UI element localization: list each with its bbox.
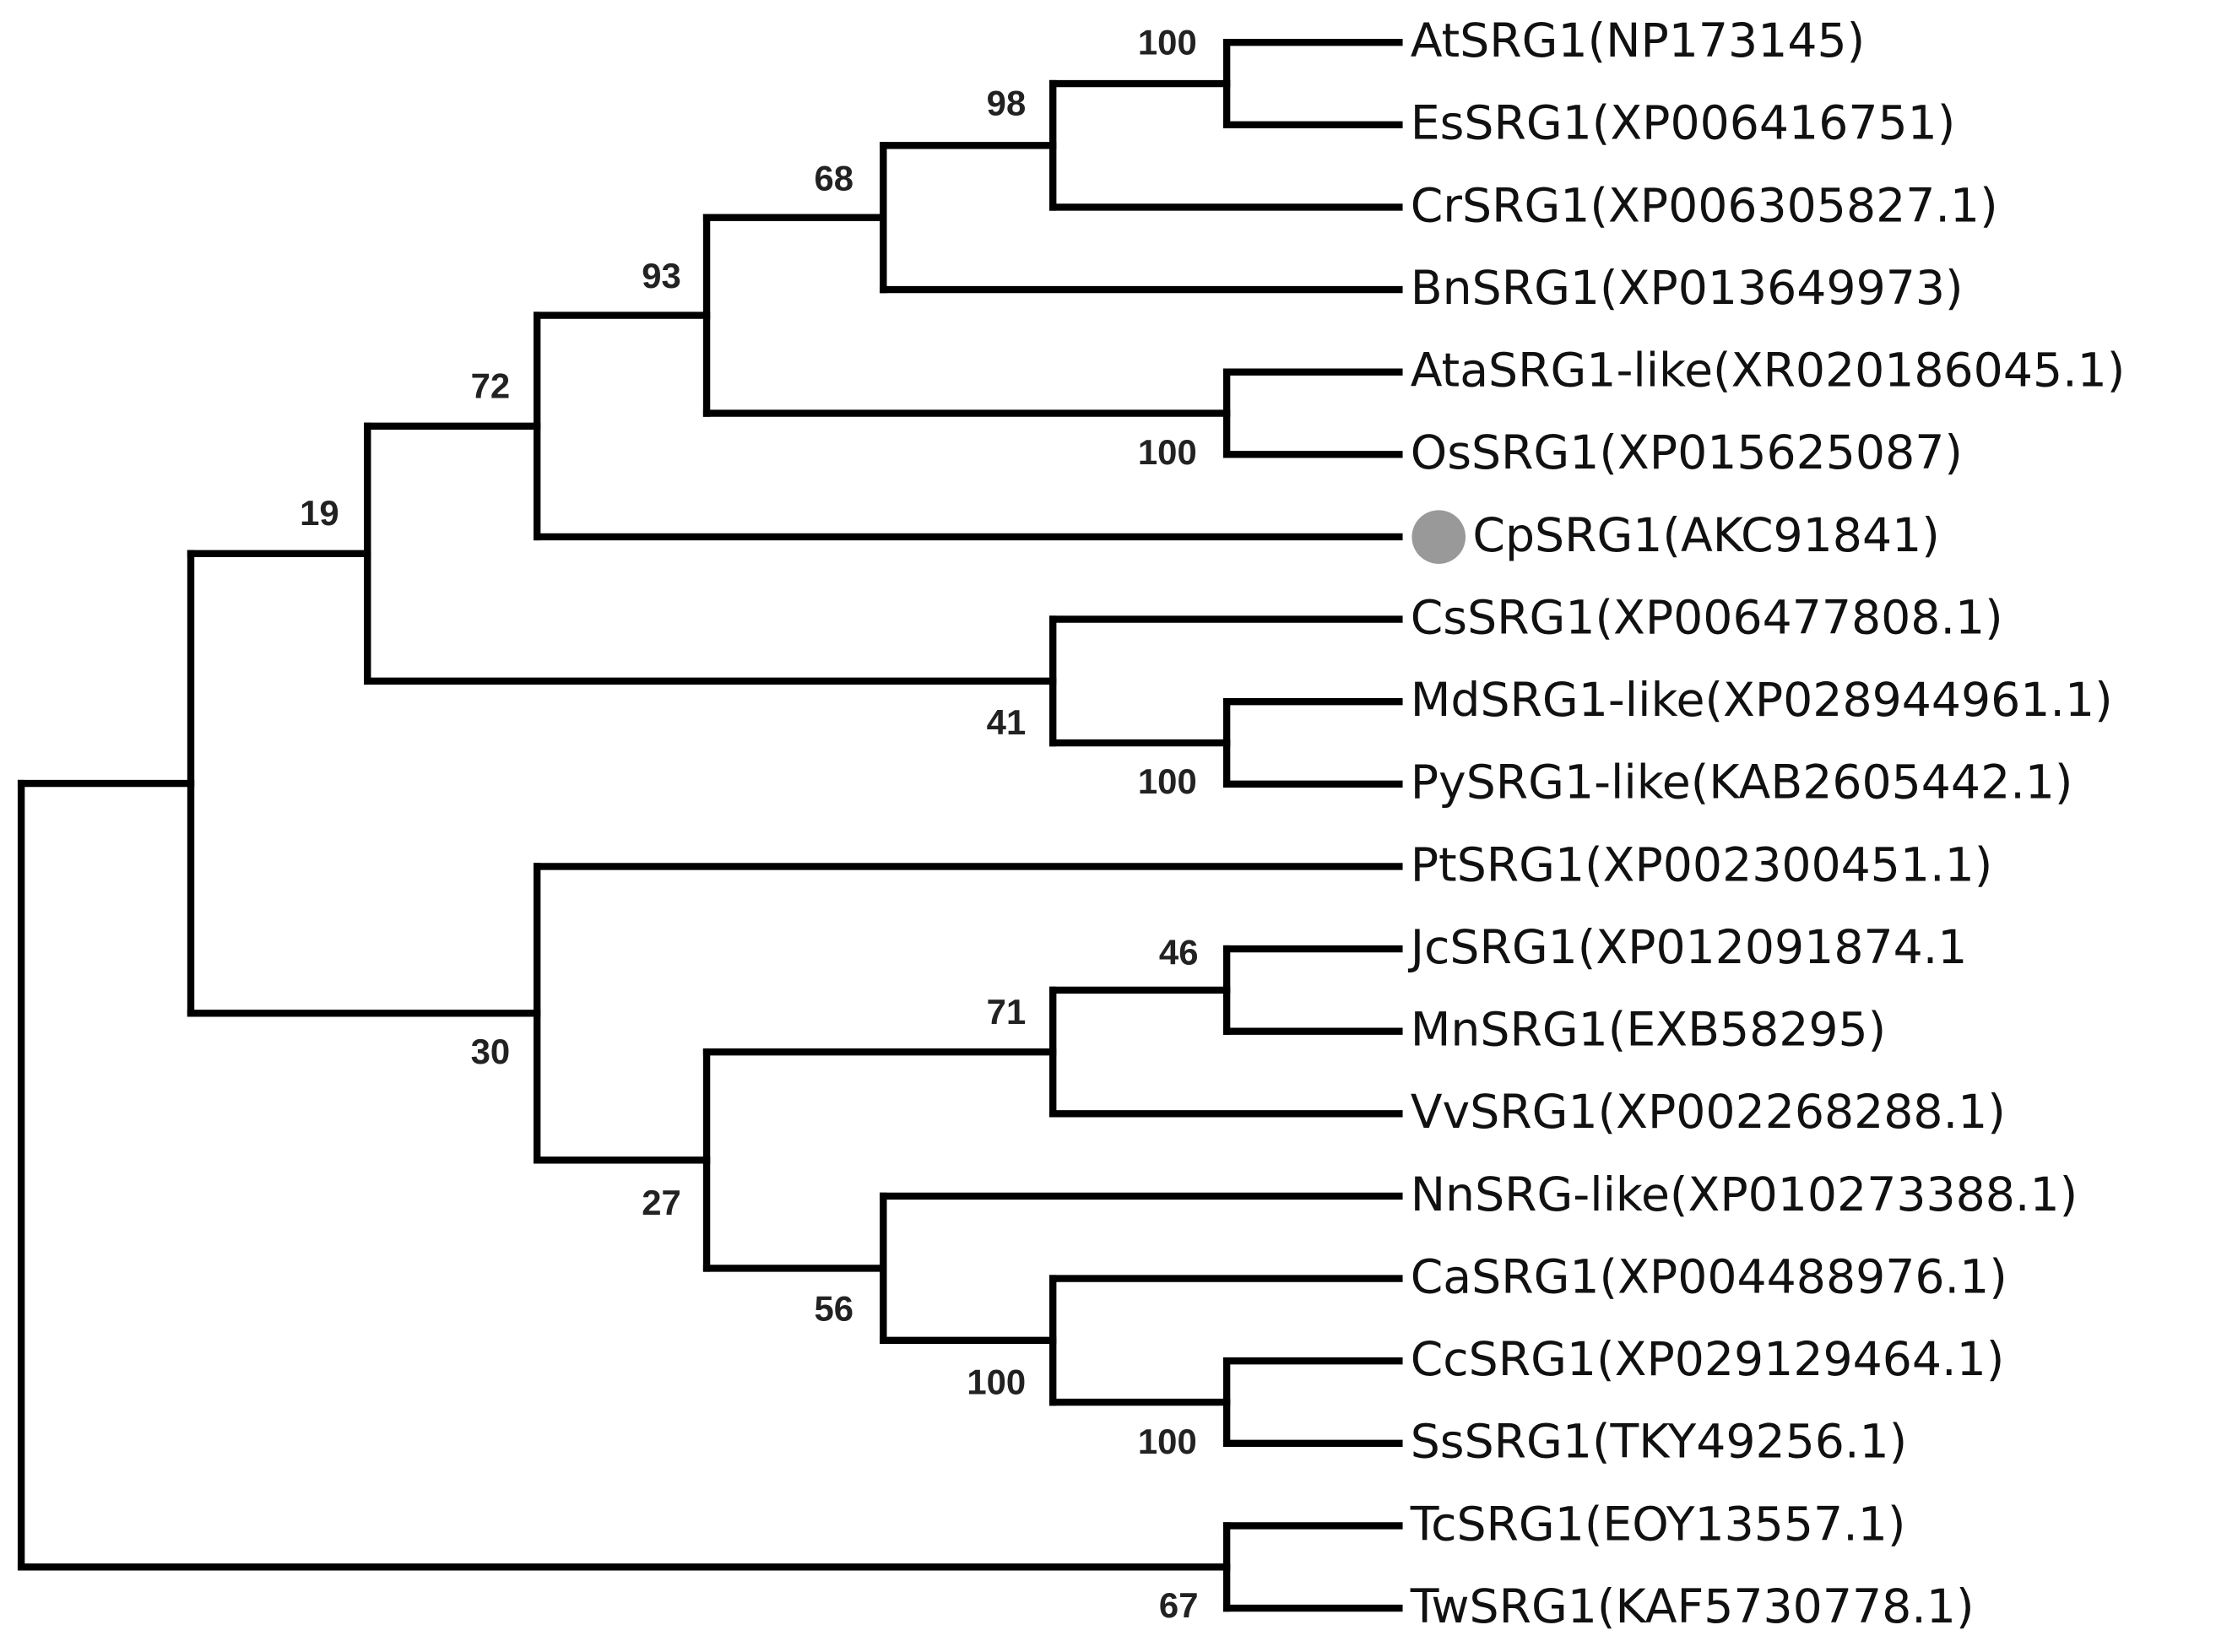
leaf-label: PtSRG1(XP002300451.1) (1411, 838, 1993, 892)
support-value: 67 (1159, 1585, 1199, 1625)
leaf-label: CrSRG1(XP006305827.1) (1411, 179, 1998, 233)
leaf-label: PySRG1-like(KAB2605442.1) (1411, 756, 2073, 810)
leaf-label: AtSRG1(NP173145) (1411, 14, 1865, 68)
support-value: 68 (814, 158, 853, 198)
support-value: 100 (1138, 761, 1197, 801)
support-value: 100 (1138, 23, 1197, 62)
leaf-label: VvSRG1(XP002268288.1) (1411, 1086, 2006, 1140)
support-value: 71 (987, 992, 1027, 1032)
support-value: 98 (987, 84, 1027, 123)
leaf-label: CaSRG1(XP004488976.1) (1411, 1250, 2007, 1304)
leaf-label: NnSRG-like(XP010273388.1) (1411, 1168, 2078, 1222)
support-value: 100 (1138, 1422, 1197, 1461)
leaf-label: TwSRG1(KAF5730778.1) (1410, 1580, 1975, 1634)
support-value: 27 (642, 1183, 681, 1222)
support-value: 41 (987, 702, 1027, 742)
support-value: 30 (471, 1032, 511, 1071)
leaf-label: AtaSRG1-like(XR020186045.1) (1411, 344, 2126, 398)
leaf-label: JcSRG1(XP012091874.1 (1408, 921, 1968, 975)
leaf-label: MnSRG1(EXB58295) (1411, 1004, 1886, 1058)
leaf-label: TcSRG1(EOY13557.1) (1410, 1498, 1906, 1552)
support-value: 93 (642, 256, 681, 295)
support-value: 100 (967, 1362, 1026, 1402)
leaf-label: EsSRG1(XP006416751) (1411, 97, 1956, 151)
support-value: 46 (1159, 933, 1199, 972)
highlight-dot (1411, 510, 1466, 564)
leaf-label: CpSRG1(AKC91841) (1472, 509, 1939, 563)
leaf-label: CsSRG1(XP006477808.1) (1411, 591, 2003, 645)
support-value: 56 (814, 1289, 853, 1329)
leaf-label: OsSRG1(XP015625087) (1411, 426, 1963, 480)
leaf-label: BnSRG1(XP013649973) (1411, 262, 1964, 316)
support-value: 19 (300, 493, 339, 533)
leaf-label: SsSRG1(TKY49256.1) (1411, 1416, 1907, 1470)
leaf-label: MdSRG1-like(XP028944961.1) (1411, 674, 2113, 728)
support-value: 72 (471, 366, 511, 405)
support-value: 100 (1138, 432, 1197, 472)
leaf-label: CcSRG1(XP029129464.1) (1411, 1333, 2005, 1387)
